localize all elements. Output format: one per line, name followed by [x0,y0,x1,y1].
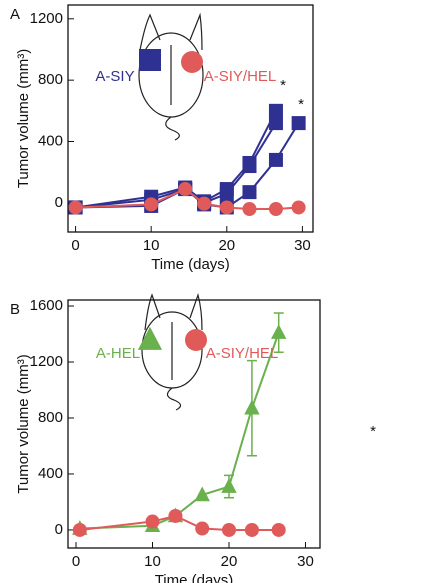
marker-circle [197,196,212,211]
mouse-cartoon-b [141,292,203,411]
marker-circle [168,508,183,523]
legend-marker [137,326,163,350]
y-tick-label: 1200 [30,10,63,27]
x-axis-label: Time (days) [151,256,230,273]
marker-square [268,116,283,131]
x-tick-label: 0 [71,237,79,254]
y-tick-label: 800 [38,409,63,426]
legend-marker [181,51,203,73]
legend-label: A-HEL [96,345,140,362]
significance-mark: * [280,77,286,94]
y-axis-label: Tumor volume (mm³) [15,49,32,188]
y-axis-label: Tumor volume (mm³) [15,354,32,493]
marker-circle [268,201,283,216]
plot-frame [67,4,314,233]
y-tick-label: 1200 [30,353,63,370]
marker-circle [242,201,257,216]
x-tick-label: 20 [218,237,235,254]
marker-triangle [271,324,287,339]
marker-square [268,152,283,167]
significance-mark: * [370,423,376,440]
legend-label: A-SIY [95,68,134,85]
y-tick-label: 0 [55,521,63,538]
y-tick-label: 0 [55,194,63,211]
x-tick-label: 30 [294,237,311,254]
mouse-cartoon-a [138,12,204,141]
y-tick-label: 400 [38,465,63,482]
marker-square [242,185,257,200]
marker-square [242,159,257,174]
marker-circle [291,200,306,215]
marker-square [219,186,234,201]
marker-circle [271,522,286,537]
y-tick-label: 400 [38,132,63,149]
x-tick-label: 30 [297,553,314,570]
marker-triangle [221,478,237,493]
marker-square [268,103,283,118]
legend-label: A-SIY/HEL [204,68,277,85]
marker-circle [145,514,160,529]
marker-triangle [244,399,260,415]
marker-circle [144,197,159,212]
marker-circle [68,200,83,215]
x-tick-label: 10 [144,553,161,570]
panel-label: B [10,301,20,318]
marker-circle [221,522,236,537]
legend-label: A-SIY/HEL [206,345,279,362]
x-tick-label: 0 [72,553,80,570]
marker-circle [178,182,193,197]
marker-circle [72,522,87,537]
x-axis-label: Time (days) [155,572,234,583]
marker-square [291,116,306,131]
marker-circle [195,521,210,536]
significance-mark: * [298,96,304,113]
y-tick-label: 1600 [30,297,63,314]
marker-circle [219,200,234,215]
series-line [79,332,280,530]
x-tick-label: 20 [221,553,238,570]
y-tick-label: 800 [38,71,63,88]
panel-label: A [10,6,20,23]
marker-circle [244,522,259,537]
x-tick-label: 10 [143,237,160,254]
plot-frame [67,299,321,549]
legend-marker [139,49,161,71]
marker-triangle [194,486,210,502]
legend-marker [185,329,207,351]
